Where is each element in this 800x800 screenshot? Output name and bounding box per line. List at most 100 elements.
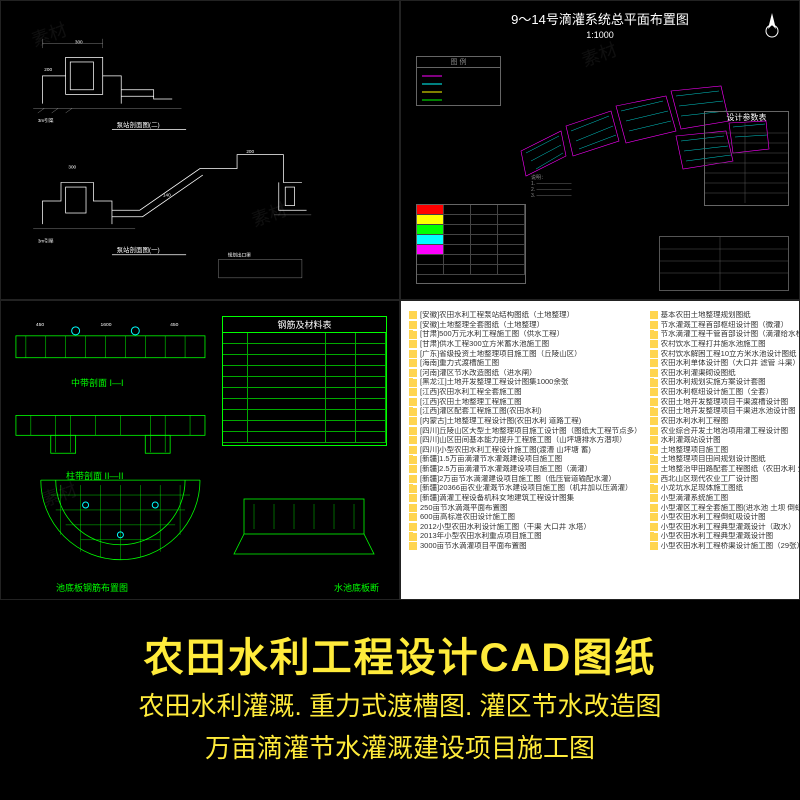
- folder-label: 小型农田水利工程桥渠设计施工图（29张）: [661, 542, 800, 551]
- folder-label: [新疆]2.5万亩滴灌节水灌溉建设项目施工图（滴灌）: [420, 465, 592, 474]
- folder-item[interactable]: 西北山区现代农业工厂设计图: [650, 475, 800, 484]
- folder-icon: [409, 321, 417, 329]
- svg-text:450: 450: [170, 322, 179, 328]
- folder-item[interactable]: 2013年小型农田水利重点项目施工图: [409, 532, 642, 541]
- folder-item[interactable]: [甘肃]供水工程300立方米蓄水池施工图: [409, 340, 642, 349]
- folder-label: 节水灌溉工程首部枢纽设计图（微灌）: [661, 321, 789, 330]
- folder-item[interactable]: [甘肃]500万元水利工程施工图（供水工程）: [409, 330, 642, 339]
- folder-item[interactable]: 小型滴灌系统施工图: [650, 494, 800, 503]
- folder-item[interactable]: 小型农田水利工程桥渠设计施工图（29张）: [650, 542, 800, 551]
- folder-label: [黑龙江]土地开发整理工程设计图集1000余张: [420, 378, 568, 387]
- section-label-2: 柱带剖面 II—II: [66, 469, 124, 482]
- svg-text:450: 450: [36, 322, 45, 328]
- folder-item[interactable]: [海南]重力式渡槽施工图: [409, 359, 642, 368]
- folder-label: 250亩节水滴溉平面布置图: [420, 504, 508, 513]
- folder-item[interactable]: [江西]农田土地整理工程施工图: [409, 398, 642, 407]
- section-label-3: 池底板钢筋布置图: [56, 581, 128, 594]
- folder-item[interactable]: [黑龙江]土地开发整理工程设计图集1000余张: [409, 378, 642, 387]
- folder-item[interactable]: 600亩高标准农田设计施工图: [409, 513, 642, 522]
- folder-icon: [650, 485, 658, 493]
- folder-label: [甘肃]500万元水利工程施工图（供水工程）: [420, 330, 564, 339]
- folder-icon: [650, 388, 658, 396]
- folder-item[interactable]: 2012小型农田水利设计施工图（干渠 大口井 水塔）: [409, 523, 642, 532]
- folder-label: [广东]省级投资土地整理项目施工图（丘陵山区）: [420, 350, 582, 359]
- folder-icon: [650, 475, 658, 483]
- folder-item[interactable]: [新疆]1.5万亩滴灌节水灌溉建设项目施工图: [409, 455, 642, 464]
- folder-icon: [409, 446, 417, 454]
- footer-banner: 农田水利工程设计CAD图纸 农田水利灌溉. 重力式渡槽图. 灌区节水改造图 万亩…: [0, 600, 800, 800]
- folder-item[interactable]: [安徽]土地整理全套图纸（土地整理）: [409, 321, 642, 330]
- folder-item[interactable]: 农田水利规划实施方案设计套图: [650, 378, 800, 387]
- folder-label: 小型农田水利工程典型灌溉设计图: [661, 532, 774, 541]
- folder-item[interactable]: 基本农田土地整理规划图纸: [650, 311, 800, 320]
- folder-item[interactable]: 土地整理项目田间规划设计图纸: [650, 455, 800, 464]
- folder-item[interactable]: 农田水利单体设计图（大口井 滤管 斗渠）: [650, 359, 800, 368]
- folder-item[interactable]: 小型农田水利工程倒虹吸设计图: [650, 513, 800, 522]
- folder-label: [甘肃]供水工程300立方米蓄水池施工图: [420, 340, 549, 349]
- folder-item[interactable]: [新疆]20366亩农业灌溉节水建设项目施工图（机井加以压滴灌）: [409, 484, 642, 493]
- folder-item[interactable]: [内蒙古]土地整理工程设计图(农田水利 道路工程): [409, 417, 642, 426]
- folder-icon: [650, 533, 658, 541]
- folder-label: [江西]灌区配套工程施工图(农田水利): [420, 407, 542, 416]
- plan-notes: 说明：1. ———————2. ———————3. ———————: [531, 175, 651, 199]
- folder-label: 农田水利水利工程图: [661, 417, 729, 426]
- folder-item[interactable]: [四川]丘陵山区大型土地整理项目施工设计图（图纸大工程节点多）: [409, 427, 642, 436]
- svg-text:200: 200: [44, 67, 52, 72]
- folder-item[interactable]: 小型农田水利工程典型灌溉设计（政水）: [650, 523, 800, 532]
- folder-label: 小型灌区工程全套施工图(进水池 土坝 倒虹吸): [661, 504, 800, 513]
- folder-icon: [409, 359, 417, 367]
- folder-icon: [650, 465, 658, 473]
- folder-item[interactable]: [新疆]2万亩节水滴灌建设项目施工图（低压管道输配水灌）: [409, 475, 642, 484]
- folder-item[interactable]: [河南]灌区节水改造图纸（进水闸）: [409, 369, 642, 378]
- compass-icon: [760, 11, 784, 48]
- folder-item[interactable]: 节水滴灌工程干管首部设计图（滴灌给水栓微灌）: [650, 330, 800, 339]
- rebar-table: 钢筋及材料表: [222, 316, 387, 446]
- folder-label: 2013年小型农田水利重点项目施工图: [420, 532, 542, 541]
- folder-item[interactable]: 小型灌区工程全套施工图(进水池 土坝 倒虹吸): [650, 504, 800, 513]
- folder-label: [安徽]农田水利工程泵站结构图纸（土地整理）: [420, 311, 574, 320]
- folder-item[interactable]: [安徽]农田水利工程泵站结构图纸（土地整理）: [409, 311, 642, 320]
- folder-item[interactable]: 农田土地开发整理项目干渠渡槽设计图: [650, 398, 800, 407]
- folder-item[interactable]: [新疆]滴灌工程设备机科女地建筑工程设计图集: [409, 494, 642, 503]
- folder-item[interactable]: 农村饮水工程打井施水池施工图: [650, 340, 800, 349]
- folder-item[interactable]: 250亩节水滴溉平面布置图: [409, 504, 642, 513]
- folder-item[interactable]: [江西]农田水利工程全套施工图: [409, 388, 642, 397]
- folder-label: [江西]农田水利工程全套施工图: [420, 388, 522, 397]
- folder-item[interactable]: [江西]灌区配套工程施工图(农田水利): [409, 407, 642, 416]
- folder-icon: [409, 456, 417, 464]
- folder-label: [四川]山区田间基本能力提升工程施工图（山坪塘排水方潜坝）: [420, 436, 627, 445]
- folder-item[interactable]: 农田水利灌渠砌设图纸: [650, 369, 800, 378]
- folder-item[interactable]: 农田水利水利工程图: [650, 417, 800, 426]
- folder-label: [安徽]土地整理全套图纸（土地整理）: [420, 321, 544, 330]
- folder-item[interactable]: 农田土地开发整理项目干渠进水池设计图: [650, 407, 800, 416]
- folder-icon: [650, 436, 658, 444]
- folder-item[interactable]: 农村饮水解困工程10立方米水池设计图纸: [650, 350, 800, 359]
- folder-item[interactable]: 节水灌溉工程首部枢纽设计图（微灌）: [650, 321, 800, 330]
- folder-label: 农田水利枢纽设计施工图（全套）: [661, 388, 774, 397]
- folder-item[interactable]: [广东]省级投资土地整理项目施工图（丘陵山区）: [409, 350, 642, 359]
- folder-label: 小型滴灌系统施工图: [661, 494, 729, 503]
- folder-item[interactable]: 农田水利枢纽设计施工图（全套）: [650, 388, 800, 397]
- main-title: 农田水利工程设计CAD图纸: [144, 634, 657, 682]
- folder-item[interactable]: 农业综合开发土地治项用灌工程设计图: [650, 427, 800, 436]
- folder-icon: [409, 533, 417, 541]
- folder-item[interactable]: 土地整治甲田路配套工程图纸（农田水利 生产渠）: [650, 465, 800, 474]
- folder-item[interactable]: [四川]小型农田水利工程设计施工图(渡漕 山坪塘 蓄): [409, 446, 642, 455]
- folder-icon: [409, 475, 417, 483]
- folder-item[interactable]: 水利灌溉站设计图: [650, 436, 800, 445]
- folder-icon: [650, 504, 658, 512]
- folder-icon: [409, 436, 417, 444]
- folder-label: 节水滴灌工程干管首部设计图（滴灌给水栓微灌）: [661, 330, 800, 339]
- folder-item[interactable]: [四川]山区田间基本能力提升工程施工图（山坪塘排水方潜坝）: [409, 436, 642, 445]
- folder-icon: [409, 340, 417, 348]
- folder-icon: [650, 331, 658, 339]
- folder-label: 农田水利规划实施方案设计套图: [661, 378, 766, 387]
- folder-icon: [650, 456, 658, 464]
- folder-item[interactable]: 小龙坑水足现体施工图纸: [650, 484, 800, 493]
- folder-item[interactable]: 土地整理项目施工图: [650, 446, 800, 455]
- folder-item[interactable]: 小型农田水利工程典型灌溉设计图: [650, 532, 800, 541]
- svg-text:泵站剖面图(二): 泵站剖面图(二): [117, 120, 160, 129]
- folder-item[interactable]: 3000亩节水滴灌项目平面布置图: [409, 542, 642, 551]
- folder-label: 农村饮水工程打井施水池施工图: [661, 340, 766, 349]
- folder-item[interactable]: [新疆]2.5万亩滴灌节水灌溉建设项目施工图（滴灌）: [409, 465, 642, 474]
